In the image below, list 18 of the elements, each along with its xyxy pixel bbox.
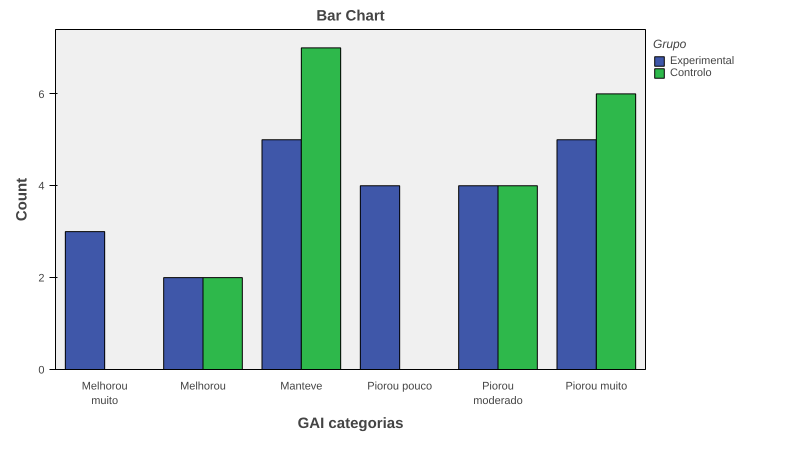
bar — [360, 185, 400, 370]
y-tick-label: 6 — [38, 88, 45, 101]
legend-label: Experimental — [670, 55, 734, 67]
legend-label: Controlo — [670, 67, 712, 79]
y-tick-label: 0 — [38, 364, 45, 376]
y-axis-title: Count — [13, 178, 30, 222]
legend-title: Grupo — [653, 37, 688, 51]
x-tick-label: Melhorou muito — [82, 380, 128, 407]
x-tick-label: Manteve — [280, 380, 322, 392]
x-tick-label: Piorou muito — [565, 380, 628, 392]
chart-title: Bar Chart — [316, 8, 385, 24]
y-tick-label: 4 — [38, 180, 45, 193]
bar — [64, 231, 106, 370]
x-tick-label: Melhorou — [180, 380, 226, 392]
x-tick-label: Piorou pouco — [367, 380, 432, 392]
y-tick-label: 2 — [38, 272, 45, 285]
x-tick-label: Piorou moderado — [473, 380, 523, 407]
x-axis-title: GAI categorias — [298, 414, 404, 432]
